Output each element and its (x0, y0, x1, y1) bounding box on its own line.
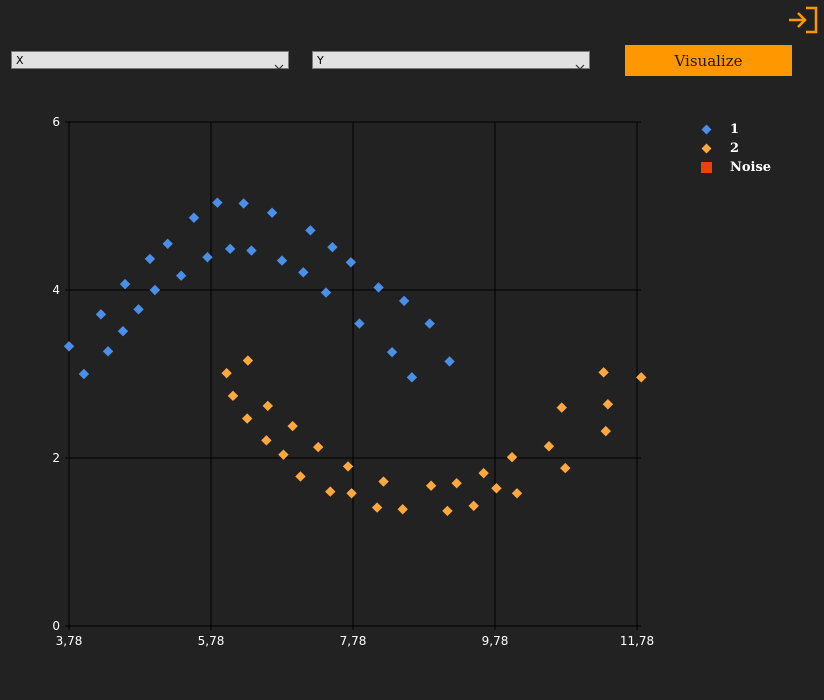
data-point-series-1 (149, 284, 161, 296)
legend: 1 2 Noise (700, 120, 771, 177)
legend-item-2: 2 (700, 139, 771, 158)
data-point-series-1 (78, 368, 90, 380)
data-point-series-1 (119, 278, 131, 290)
data-point-series-1 (398, 295, 410, 307)
data-point-series-1 (320, 287, 332, 298)
data-point-series-1 (386, 346, 398, 358)
data-point-series-2 (346, 488, 357, 499)
data-point-series-2 (278, 449, 289, 460)
data-point-series-1 (444, 356, 455, 367)
legend-marker-1 (700, 124, 712, 136)
data-point-series-1 (298, 267, 309, 278)
legend-item-noise: Noise (700, 158, 771, 177)
x-axis-select[interactable]: X (11, 51, 289, 70)
y-tick-label: 4 (52, 283, 60, 297)
x-tick-label: 11,78 (620, 634, 654, 648)
data-point-series-1 (224, 243, 236, 255)
data-point-series-2 (221, 367, 232, 379)
data-point-series-2 (378, 476, 389, 487)
legend-label-2: 2 (730, 141, 740, 156)
data-point-series-1 (327, 241, 338, 253)
data-point-series-1 (63, 341, 75, 352)
data-point-series-1 (202, 252, 213, 263)
data-point-series-2 (371, 502, 383, 513)
data-point-series-2 (313, 441, 324, 453)
data-point-series-2 (242, 413, 253, 424)
data-point-series-2 (491, 483, 502, 494)
data-point-series-1 (144, 253, 156, 265)
data-point-series-2 (636, 372, 647, 383)
x-tick-label: 5,78 (198, 634, 225, 648)
data-point-series-1 (238, 198, 249, 209)
legend-label-1: 1 (730, 122, 740, 137)
data-point-series-2 (468, 500, 479, 512)
y-tick-label: 0 (52, 619, 60, 633)
data-point-series-2 (478, 467, 489, 479)
x-tick-label: 3,78 (56, 634, 83, 648)
x-tick-label: 7,78 (340, 634, 367, 648)
data-point-series-1 (354, 318, 365, 329)
data-point-series-2 (262, 400, 273, 412)
chevron-down-icon (575, 56, 585, 70)
data-point-series-1 (276, 255, 288, 266)
data-point-series-2 (543, 441, 555, 452)
data-point-series-2 (600, 425, 611, 437)
data-point-series-2 (287, 420, 298, 432)
x-tick-label: 9,78 (482, 634, 509, 648)
y-axis-select[interactable]: Y (312, 51, 590, 70)
data-point-series-1 (175, 270, 187, 281)
data-point-series-1 (406, 372, 418, 383)
data-point-series-2 (511, 488, 523, 499)
data-point-series-2 (506, 451, 518, 463)
data-point-series-1 (133, 304, 144, 315)
data-point-series-2 (425, 480, 437, 491)
data-point-series-2 (556, 402, 567, 413)
data-point-series-2 (227, 390, 239, 402)
data-point-series-2 (242, 355, 254, 366)
x-axis-select-value: X (16, 54, 24, 67)
visualize-button[interactable]: Visualize (625, 45, 792, 76)
sign-in-icon[interactable] (786, 5, 819, 35)
legend-item-1: 1 (700, 120, 771, 139)
data-point-series-2 (560, 462, 571, 474)
data-point-series-2 (598, 367, 609, 378)
legend-marker-noise (700, 162, 712, 174)
data-point-series-2 (342, 461, 354, 472)
data-point-series-1 (95, 309, 107, 320)
data-point-series-1 (212, 197, 223, 208)
data-point-series-1 (162, 238, 173, 249)
data-point-series-1 (246, 245, 257, 256)
y-axis-select-value: Y (317, 54, 324, 67)
data-point-series-1 (345, 257, 357, 268)
data-point-series-2 (602, 399, 614, 410)
data-point-series-1 (305, 225, 316, 236)
data-point-series-1 (373, 282, 384, 293)
y-tick-label: 2 (52, 451, 60, 465)
data-point-series-1 (266, 207, 278, 218)
data-point-series-1 (102, 346, 114, 357)
data-point-series-1 (424, 318, 435, 329)
data-point-series-2 (451, 478, 462, 489)
data-point-series-2 (295, 471, 306, 482)
data-point-series-1 (188, 212, 200, 223)
chevron-down-icon (274, 56, 284, 70)
data-point-series-2 (261, 435, 272, 446)
legend-marker-2 (700, 143, 712, 155)
legend-label-noise: Noise (730, 160, 772, 175)
y-tick-label: 6 (52, 115, 60, 129)
data-point-series-2 (442, 505, 453, 517)
data-point-series-2 (325, 486, 336, 497)
data-point-series-1 (117, 325, 129, 337)
data-point-series-2 (397, 504, 408, 515)
